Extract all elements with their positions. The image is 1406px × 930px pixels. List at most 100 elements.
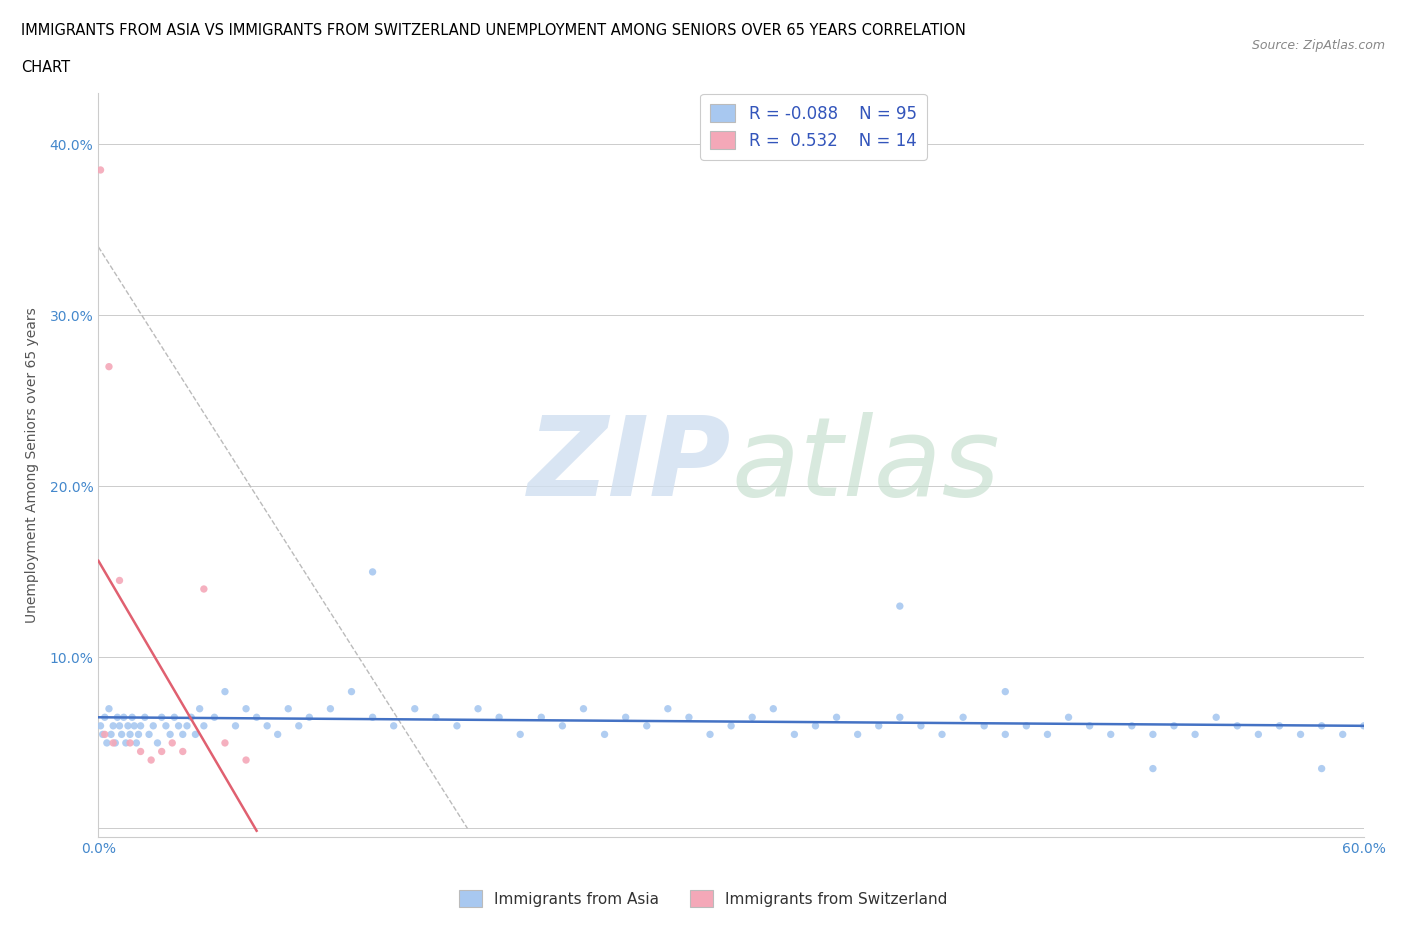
Point xyxy=(98,359,121,374)
Point xyxy=(1036,727,1059,742)
Point xyxy=(277,701,299,716)
Point xyxy=(720,718,742,733)
Point xyxy=(129,718,152,733)
Point xyxy=(1353,718,1375,733)
Point xyxy=(446,718,468,733)
Point xyxy=(952,710,974,724)
Point xyxy=(267,727,290,742)
Point xyxy=(108,718,131,733)
Point xyxy=(889,710,911,724)
Y-axis label: Unemployment Among Seniors over 65 years: Unemployment Among Seniors over 65 years xyxy=(24,307,38,623)
Point xyxy=(167,718,190,733)
Point xyxy=(120,736,141,751)
Point xyxy=(146,736,169,751)
Point xyxy=(128,727,150,742)
Point xyxy=(188,701,211,716)
Point xyxy=(889,599,911,614)
Point xyxy=(530,710,553,724)
Point xyxy=(98,701,121,716)
Point xyxy=(382,718,405,733)
Point xyxy=(1289,727,1312,742)
Point xyxy=(256,718,278,733)
Point xyxy=(1205,710,1227,724)
Text: IMMIGRANTS FROM ASIA VS IMMIGRANTS FROM SWITZERLAND UNEMPLOYMENT AMONG SENIORS O: IMMIGRANTS FROM ASIA VS IMMIGRANTS FROM … xyxy=(21,23,966,38)
Point xyxy=(636,718,658,733)
Point xyxy=(162,736,183,751)
Point xyxy=(994,684,1017,699)
Point xyxy=(1163,718,1185,733)
Text: atlas: atlas xyxy=(731,411,1000,519)
Point xyxy=(96,736,118,751)
Point xyxy=(204,710,226,724)
Point xyxy=(112,710,135,724)
Point xyxy=(298,710,321,724)
Point xyxy=(193,718,215,733)
Point xyxy=(93,710,117,724)
Point xyxy=(108,573,131,588)
Point xyxy=(319,701,342,716)
Point xyxy=(678,710,700,724)
Point xyxy=(1142,727,1164,742)
Point xyxy=(172,727,194,742)
Point xyxy=(1142,761,1164,776)
Point xyxy=(90,163,112,178)
Point xyxy=(150,710,173,724)
Point xyxy=(103,736,125,751)
Point xyxy=(931,727,953,742)
Point xyxy=(150,744,173,759)
Point xyxy=(741,710,763,724)
Point xyxy=(235,752,257,767)
Point xyxy=(246,710,269,724)
Point xyxy=(134,710,156,724)
Point xyxy=(1310,761,1333,776)
Point xyxy=(1184,727,1206,742)
Point xyxy=(184,727,207,742)
Point xyxy=(107,710,129,724)
Point xyxy=(121,710,143,724)
Point xyxy=(117,718,139,733)
Point xyxy=(225,718,247,733)
Point xyxy=(155,718,177,733)
Point xyxy=(614,710,637,724)
Point xyxy=(699,727,721,742)
Point xyxy=(572,701,595,716)
Point xyxy=(138,727,160,742)
Point xyxy=(804,718,827,733)
Point xyxy=(1226,718,1249,733)
Point xyxy=(657,701,679,716)
Point xyxy=(825,710,848,724)
Text: CHART: CHART xyxy=(21,60,70,75)
Point xyxy=(910,718,932,733)
Point xyxy=(593,727,616,742)
Point xyxy=(125,736,148,751)
Point xyxy=(91,727,114,742)
Point xyxy=(509,727,531,742)
Point xyxy=(141,752,163,767)
Point xyxy=(193,581,215,596)
Point xyxy=(1268,718,1291,733)
Text: ZIP: ZIP xyxy=(527,411,731,519)
Point xyxy=(994,727,1017,742)
Point xyxy=(404,701,426,716)
Point xyxy=(287,718,309,733)
Point xyxy=(235,701,257,716)
Point xyxy=(129,744,152,759)
Point xyxy=(488,710,510,724)
Legend: Immigrants from Asia, Immigrants from Switzerland: Immigrants from Asia, Immigrants from Sw… xyxy=(453,884,953,913)
Point xyxy=(1121,718,1143,733)
Point xyxy=(214,684,236,699)
Point xyxy=(214,736,236,751)
Point xyxy=(120,727,141,742)
Point xyxy=(103,718,125,733)
Point xyxy=(100,727,122,742)
Point xyxy=(90,718,112,733)
Point xyxy=(762,701,785,716)
Point xyxy=(115,736,138,751)
Point xyxy=(340,684,363,699)
Point xyxy=(1310,718,1333,733)
Point xyxy=(1099,727,1122,742)
Point xyxy=(93,727,117,742)
Point xyxy=(163,710,186,724)
Text: Source: ZipAtlas.com: Source: ZipAtlas.com xyxy=(1251,39,1385,52)
Point xyxy=(124,718,146,733)
